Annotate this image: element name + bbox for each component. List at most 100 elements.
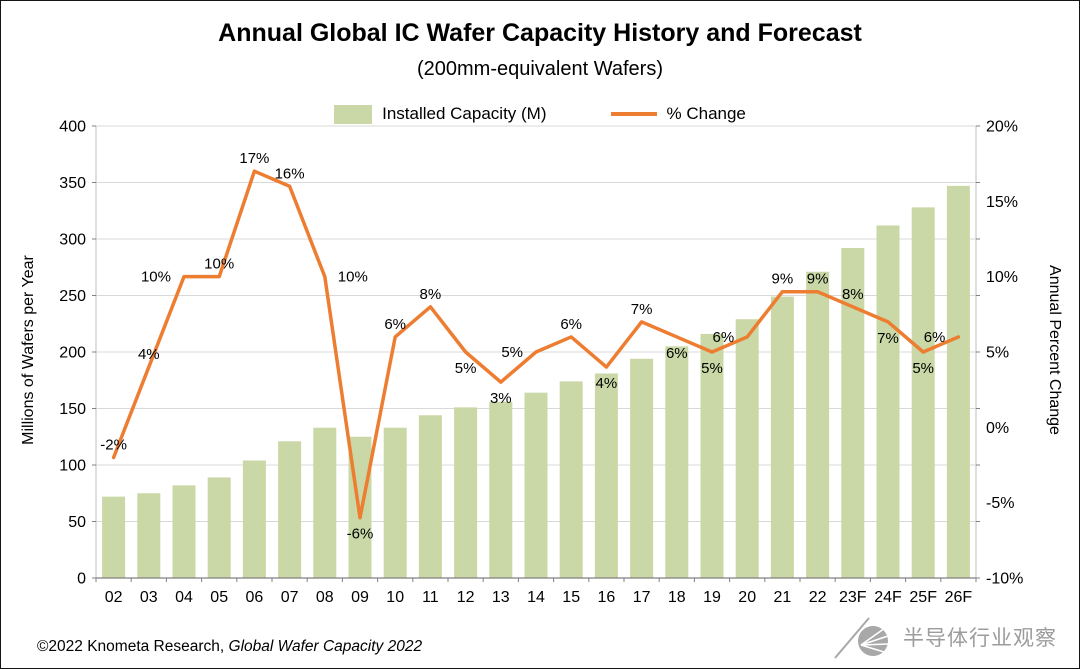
pct-label: 8% <box>420 286 442 303</box>
svg-text:03: 03 <box>140 589 158 606</box>
svg-text:04: 04 <box>175 589 193 606</box>
capacity-bar <box>911 207 935 579</box>
capacity-bar <box>172 485 196 578</box>
svg-text:0: 0 <box>77 571 86 588</box>
capacity-bar <box>207 477 231 578</box>
capacity-bar <box>806 271 830 578</box>
svg-text:-10%: -10% <box>986 571 1023 588</box>
pct-label: 16% <box>275 165 305 182</box>
capacity-bar <box>137 493 161 578</box>
capacity-bar <box>242 460 266 578</box>
capacity-bar <box>770 296 794 578</box>
chart-title: Annual Global IC Wafer Capacity History … <box>218 19 862 47</box>
capacity-bar <box>735 319 759 578</box>
svg-text:100: 100 <box>59 458 86 475</box>
copyright-text: ©2022 Knometa Research, <box>37 638 229 655</box>
source-note: ©2022 Knometa Research, Global Wafer Cap… <box>37 638 422 656</box>
pct-label: 5% <box>455 360 477 377</box>
capacity-bar <box>313 427 337 578</box>
pct-label: 4% <box>596 375 618 392</box>
capacity-bar <box>418 415 442 578</box>
x-axis-labels: 02 03 04 05 06 07 08 09 10 11 12 13 14 15 16 17 18 19 20 21… <box>105 589 973 606</box>
svg-text:5%: 5% <box>986 345 1009 362</box>
svg-text:24F: 24F <box>874 589 902 606</box>
pct-change-line <box>111 169 961 520</box>
svg-text:150: 150 <box>59 401 86 418</box>
capacity-bar <box>665 346 689 578</box>
svg-text:19: 19 <box>703 589 721 606</box>
line-series-swatch <box>610 112 657 116</box>
capacity-bar <box>841 248 865 579</box>
pct-label: 8% <box>842 286 864 303</box>
capacity-bar <box>454 407 478 578</box>
svg-text:15%: 15% <box>986 194 1018 211</box>
axes <box>92 125 980 582</box>
pct-label: 5% <box>501 344 523 361</box>
capacity-bar <box>630 358 654 578</box>
y-axis-left-labels: 400 350 300 250 200 150 100 50 0 <box>59 119 86 588</box>
capacity-bar <box>700 333 724 578</box>
pct-label: 3% <box>490 390 512 407</box>
svg-text:25F: 25F <box>909 589 937 606</box>
svg-text:05: 05 <box>210 589 228 606</box>
svg-text:400: 400 <box>59 119 86 136</box>
svg-text:15: 15 <box>562 589 580 606</box>
svg-text:12: 12 <box>457 589 475 606</box>
legend-item-pct-change: % Change <box>610 104 746 124</box>
capacity-bar <box>278 441 302 578</box>
svg-text:10%: 10% <box>986 269 1018 286</box>
svg-text:07: 07 <box>281 589 299 606</box>
svg-text:21: 21 <box>774 589 792 606</box>
pct-label: 6% <box>666 345 688 362</box>
svg-text:-5%: -5% <box>986 495 1014 512</box>
svg-text:20: 20 <box>738 589 756 606</box>
y-axis-right-labels: 20% 15% 10% 5% 0% -5% -10% <box>986 119 1023 588</box>
pct-label: 6% <box>924 329 946 346</box>
pct-label: 9% <box>772 271 794 288</box>
watermark: 半导体行业观察 <box>833 614 1057 660</box>
legend-item-installed-capacity: Installed Capacity (M) <box>334 104 547 124</box>
capacity-bar <box>489 401 513 578</box>
svg-text:18: 18 <box>668 589 686 606</box>
pct-label: 5% <box>912 360 934 377</box>
pct-label: 7% <box>877 330 899 347</box>
pct-label: 4% <box>138 346 160 363</box>
svg-text:50: 50 <box>68 514 86 531</box>
svg-text:17: 17 <box>633 589 651 606</box>
svg-text:20%: 20% <box>986 119 1018 136</box>
svg-text:09: 09 <box>351 589 369 606</box>
installed-capacity-bars <box>102 185 970 579</box>
svg-text:300: 300 <box>59 232 86 249</box>
svg-text:08: 08 <box>316 589 334 606</box>
svg-text:16: 16 <box>598 589 616 606</box>
pct-label: 6% <box>560 316 582 333</box>
pct-label: -2% <box>100 436 127 453</box>
svg-text:14: 14 <box>527 589 545 606</box>
svg-text:26F: 26F <box>945 589 973 606</box>
pct-label: 6% <box>713 329 735 346</box>
chart-legend: Installed Capacity (M) % Change <box>1 104 1079 124</box>
capacity-bar <box>594 373 618 578</box>
capacity-bar <box>524 392 548 578</box>
pct-label: -6% <box>347 526 374 543</box>
svg-text:02: 02 <box>105 589 123 606</box>
capacity-bar <box>946 185 970 578</box>
legend-label-pct-change: % Change <box>666 104 746 123</box>
watermark-text: 半导体行业观察 <box>903 627 1057 650</box>
legend-label-installed-capacity: Installed Capacity (M) <box>382 104 547 123</box>
watermark-logo-icon <box>834 617 889 659</box>
pct-label: 17% <box>239 150 269 167</box>
pct-label: 10% <box>141 269 171 286</box>
capacity-bar <box>102 496 126 578</box>
pct-label: 9% <box>807 271 829 288</box>
svg-text:11: 11 <box>422 589 439 606</box>
svg-text:13: 13 <box>492 589 510 606</box>
svg-text:200: 200 <box>59 345 86 362</box>
pct-label: 10% <box>338 269 368 286</box>
pct-label: 6% <box>384 316 406 333</box>
svg-text:06: 06 <box>246 589 264 606</box>
capacity-bar <box>383 427 407 578</box>
bar-series-swatch <box>334 104 373 124</box>
svg-text:10: 10 <box>386 589 404 606</box>
